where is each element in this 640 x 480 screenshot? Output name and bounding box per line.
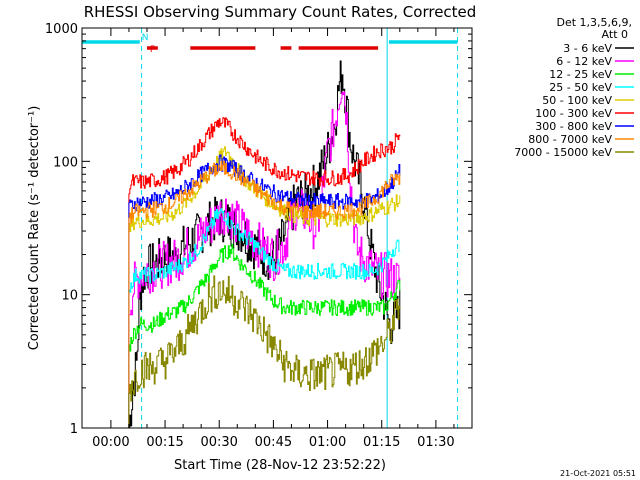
legend-label-1: 6 - 12 keV xyxy=(556,55,612,68)
legend-label-0: 3 - 6 keV xyxy=(563,42,612,55)
series-line-7 xyxy=(128,160,401,428)
y-tick-label: 1000 xyxy=(45,22,78,37)
legend-label-4: 50 - 100 keV xyxy=(542,94,612,107)
footer-date: 21-Oct-2021 05:51 xyxy=(560,469,636,478)
legend-label-8: 7000 - 15000 keV xyxy=(514,146,612,159)
series-line-5 xyxy=(128,117,401,428)
y-tick-label: 1 xyxy=(70,422,78,437)
legend-header-line-2: Att 0 xyxy=(602,28,628,41)
legend-label-2: 12 - 25 keV xyxy=(549,68,612,81)
x-tick-label: 00:45 xyxy=(255,435,292,450)
series-line-8 xyxy=(128,275,401,428)
legend-label-3: 25 - 50 keV xyxy=(549,81,612,94)
series-line-3 xyxy=(128,208,401,428)
series-line-2 xyxy=(128,243,401,428)
legend-label-6: 300 - 800 keV xyxy=(535,120,612,133)
x-axis-label: Start Time (28-Nov-12 23:52:22) xyxy=(174,458,386,473)
x-tick-label: 01:00 xyxy=(309,435,346,450)
x-tick-label: 01:15 xyxy=(363,435,400,450)
legend-label-5: 100 - 300 keV xyxy=(535,107,612,120)
y-axis-label: Corrected Count Rate (s⁻¹ detector⁻¹) xyxy=(27,106,42,351)
legend-header-line-1: Det 1,3,5,6,9, xyxy=(556,16,632,29)
series-line-6 xyxy=(128,154,401,428)
legend-label-7: 800 - 7000 keV xyxy=(528,133,612,146)
chart-title: RHESSI Observing Summary Count Rates, Co… xyxy=(84,3,477,21)
plot-frame xyxy=(81,27,473,429)
y-tick-label: 10 xyxy=(61,289,78,304)
x-tick-label: 01:30 xyxy=(417,435,454,450)
flag-label-F: F xyxy=(150,45,155,55)
x-tick-label: 00:15 xyxy=(146,435,183,450)
y-tick-label: 100 xyxy=(53,155,78,170)
flag-label-N: N xyxy=(142,33,149,43)
x-tick-label: 00:30 xyxy=(200,435,237,450)
x-tick-label: 00:00 xyxy=(92,435,129,450)
